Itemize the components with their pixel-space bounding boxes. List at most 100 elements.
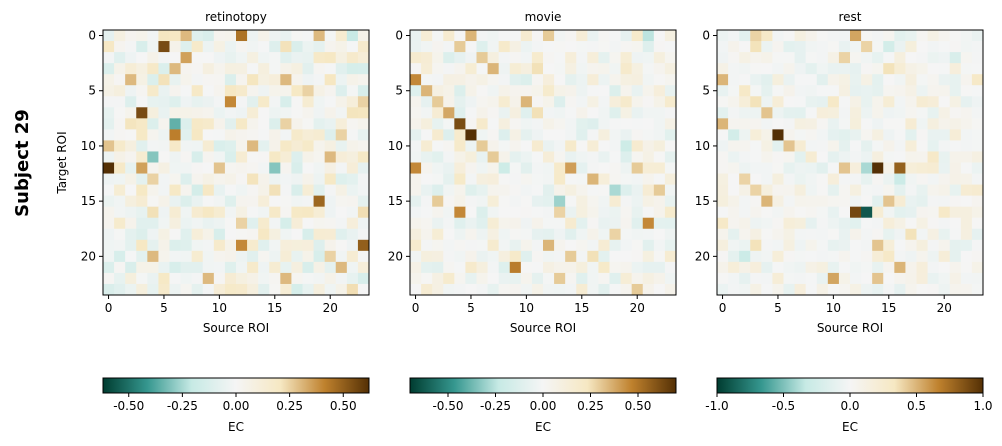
heatmap-cell: [543, 206, 555, 219]
heatmap-cell: [739, 250, 751, 263]
y-tick-label: 10: [388, 139, 403, 153]
heatmap-cell: [838, 217, 851, 230]
heatmap-cell: [927, 283, 940, 296]
heatmap-cell: [805, 195, 818, 208]
heatmap-cell: [717, 184, 729, 197]
heatmap-cell: [236, 107, 248, 119]
heatmap-cell: [346, 162, 359, 174]
heatmap-cell: [816, 140, 829, 152]
heatmap-cell: [971, 52, 984, 64]
heatmap-cell: [509, 272, 522, 285]
heatmap-cell: [498, 74, 511, 86]
heatmap-cell: [861, 228, 873, 241]
heatmap-cell: [224, 239, 237, 252]
heatmap-cell: [554, 261, 566, 274]
heatmap-cell: [114, 140, 126, 152]
heatmap-cell: [883, 129, 895, 141]
heatmap-cell: [487, 107, 500, 119]
y-tick-label: 10: [81, 139, 96, 153]
heatmap-cell: [180, 283, 193, 296]
heatmap-cell: [794, 41, 807, 53]
heatmap-cell: [498, 52, 511, 64]
heatmap-cell: [838, 140, 851, 152]
heatmap-cell: [509, 74, 522, 86]
heatmap-cell: [487, 184, 500, 197]
heatmap-cell: [916, 129, 928, 141]
heatmap-cell: [346, 272, 359, 285]
heatmap-cell: [147, 195, 159, 208]
heatmap-cell: [114, 96, 126, 108]
heatmap-cell: [916, 195, 928, 208]
heatmap-cell: [324, 217, 337, 230]
heatmap-cell: [125, 250, 137, 263]
heatmap-cell: [772, 173, 784, 185]
heatmap-cell: [783, 173, 795, 185]
heatmap-cell: [421, 30, 433, 42]
panel-title: retinotopy: [205, 10, 267, 24]
heatmap-cell: [280, 41, 292, 53]
heatmap-cell: [739, 283, 751, 296]
heatmap-cell: [454, 261, 466, 274]
heatmap-cell: [169, 96, 181, 108]
heatmap-cell: [103, 140, 115, 152]
heatmap-cell: [565, 74, 577, 86]
heatmap-cell: [794, 129, 807, 141]
heatmap-cell: [916, 107, 928, 119]
heatmap-cell: [346, 107, 359, 119]
heatmap-cell: [476, 30, 488, 42]
heatmap-cell: [543, 85, 555, 97]
heatmap-cell: [258, 162, 270, 174]
heatmap-cell: [653, 261, 666, 274]
heatmap-cell: [883, 173, 895, 185]
heatmap-cell: [487, 52, 500, 64]
heatmap-cell: [772, 129, 784, 141]
heatmap-cell: [147, 63, 159, 75]
heatmap-cell: [642, 195, 655, 208]
heatmap-cell: [258, 41, 270, 53]
heatmap-cell: [739, 107, 751, 119]
heatmap-cell: [938, 107, 951, 119]
heatmap-cell: [938, 52, 951, 64]
heatmap-cell: [291, 206, 303, 219]
heatmap-cell: [454, 272, 466, 285]
heatmap-cell: [158, 74, 170, 86]
heatmap-cell: [335, 118, 348, 130]
heatmap-cell: [103, 151, 115, 163]
heatmap-cell: [224, 85, 237, 97]
heatmap-cell: [960, 173, 973, 185]
heatmap-cell: [114, 228, 126, 241]
heatmap-cell: [598, 173, 610, 185]
heatmap-cell: [147, 140, 159, 152]
heatmap-cell: [554, 151, 566, 163]
heatmap-cell: [861, 30, 873, 42]
heatmap-cell: [850, 107, 862, 119]
y-tick-label: 0: [88, 29, 96, 43]
heatmap-cell: [565, 118, 577, 130]
heatmap-cell: [816, 184, 829, 197]
heatmap-cell: [247, 283, 259, 296]
heatmap-cell: [883, 140, 895, 152]
heatmap-cell: [509, 173, 522, 185]
heatmap-cell: [125, 283, 137, 296]
heatmap-cell: [443, 63, 455, 75]
heatmap-cell: [324, 261, 337, 274]
heatmap-cell: [927, 151, 940, 163]
heatmap-cell: [576, 261, 588, 274]
heatmap-cell: [872, 283, 884, 296]
colorbar-tick-label: 1.0: [973, 399, 992, 413]
heatmap-cell: [554, 228, 566, 241]
heatmap-cell: [357, 250, 370, 263]
heatmap-cell: [158, 41, 170, 53]
heatmap-cell: [421, 41, 433, 53]
heatmap-cell: [169, 173, 181, 185]
heatmap-cell: [872, 261, 884, 274]
heatmap-cell: [838, 30, 851, 42]
heatmap-cell: [838, 250, 851, 263]
heatmap-cell: [609, 261, 621, 274]
heatmap-cell: [816, 217, 829, 230]
heatmap-cell: [620, 283, 633, 296]
heatmap-cell: [103, 63, 115, 75]
heatmap-cell: [258, 195, 270, 208]
heatmap-cell: [443, 239, 455, 252]
